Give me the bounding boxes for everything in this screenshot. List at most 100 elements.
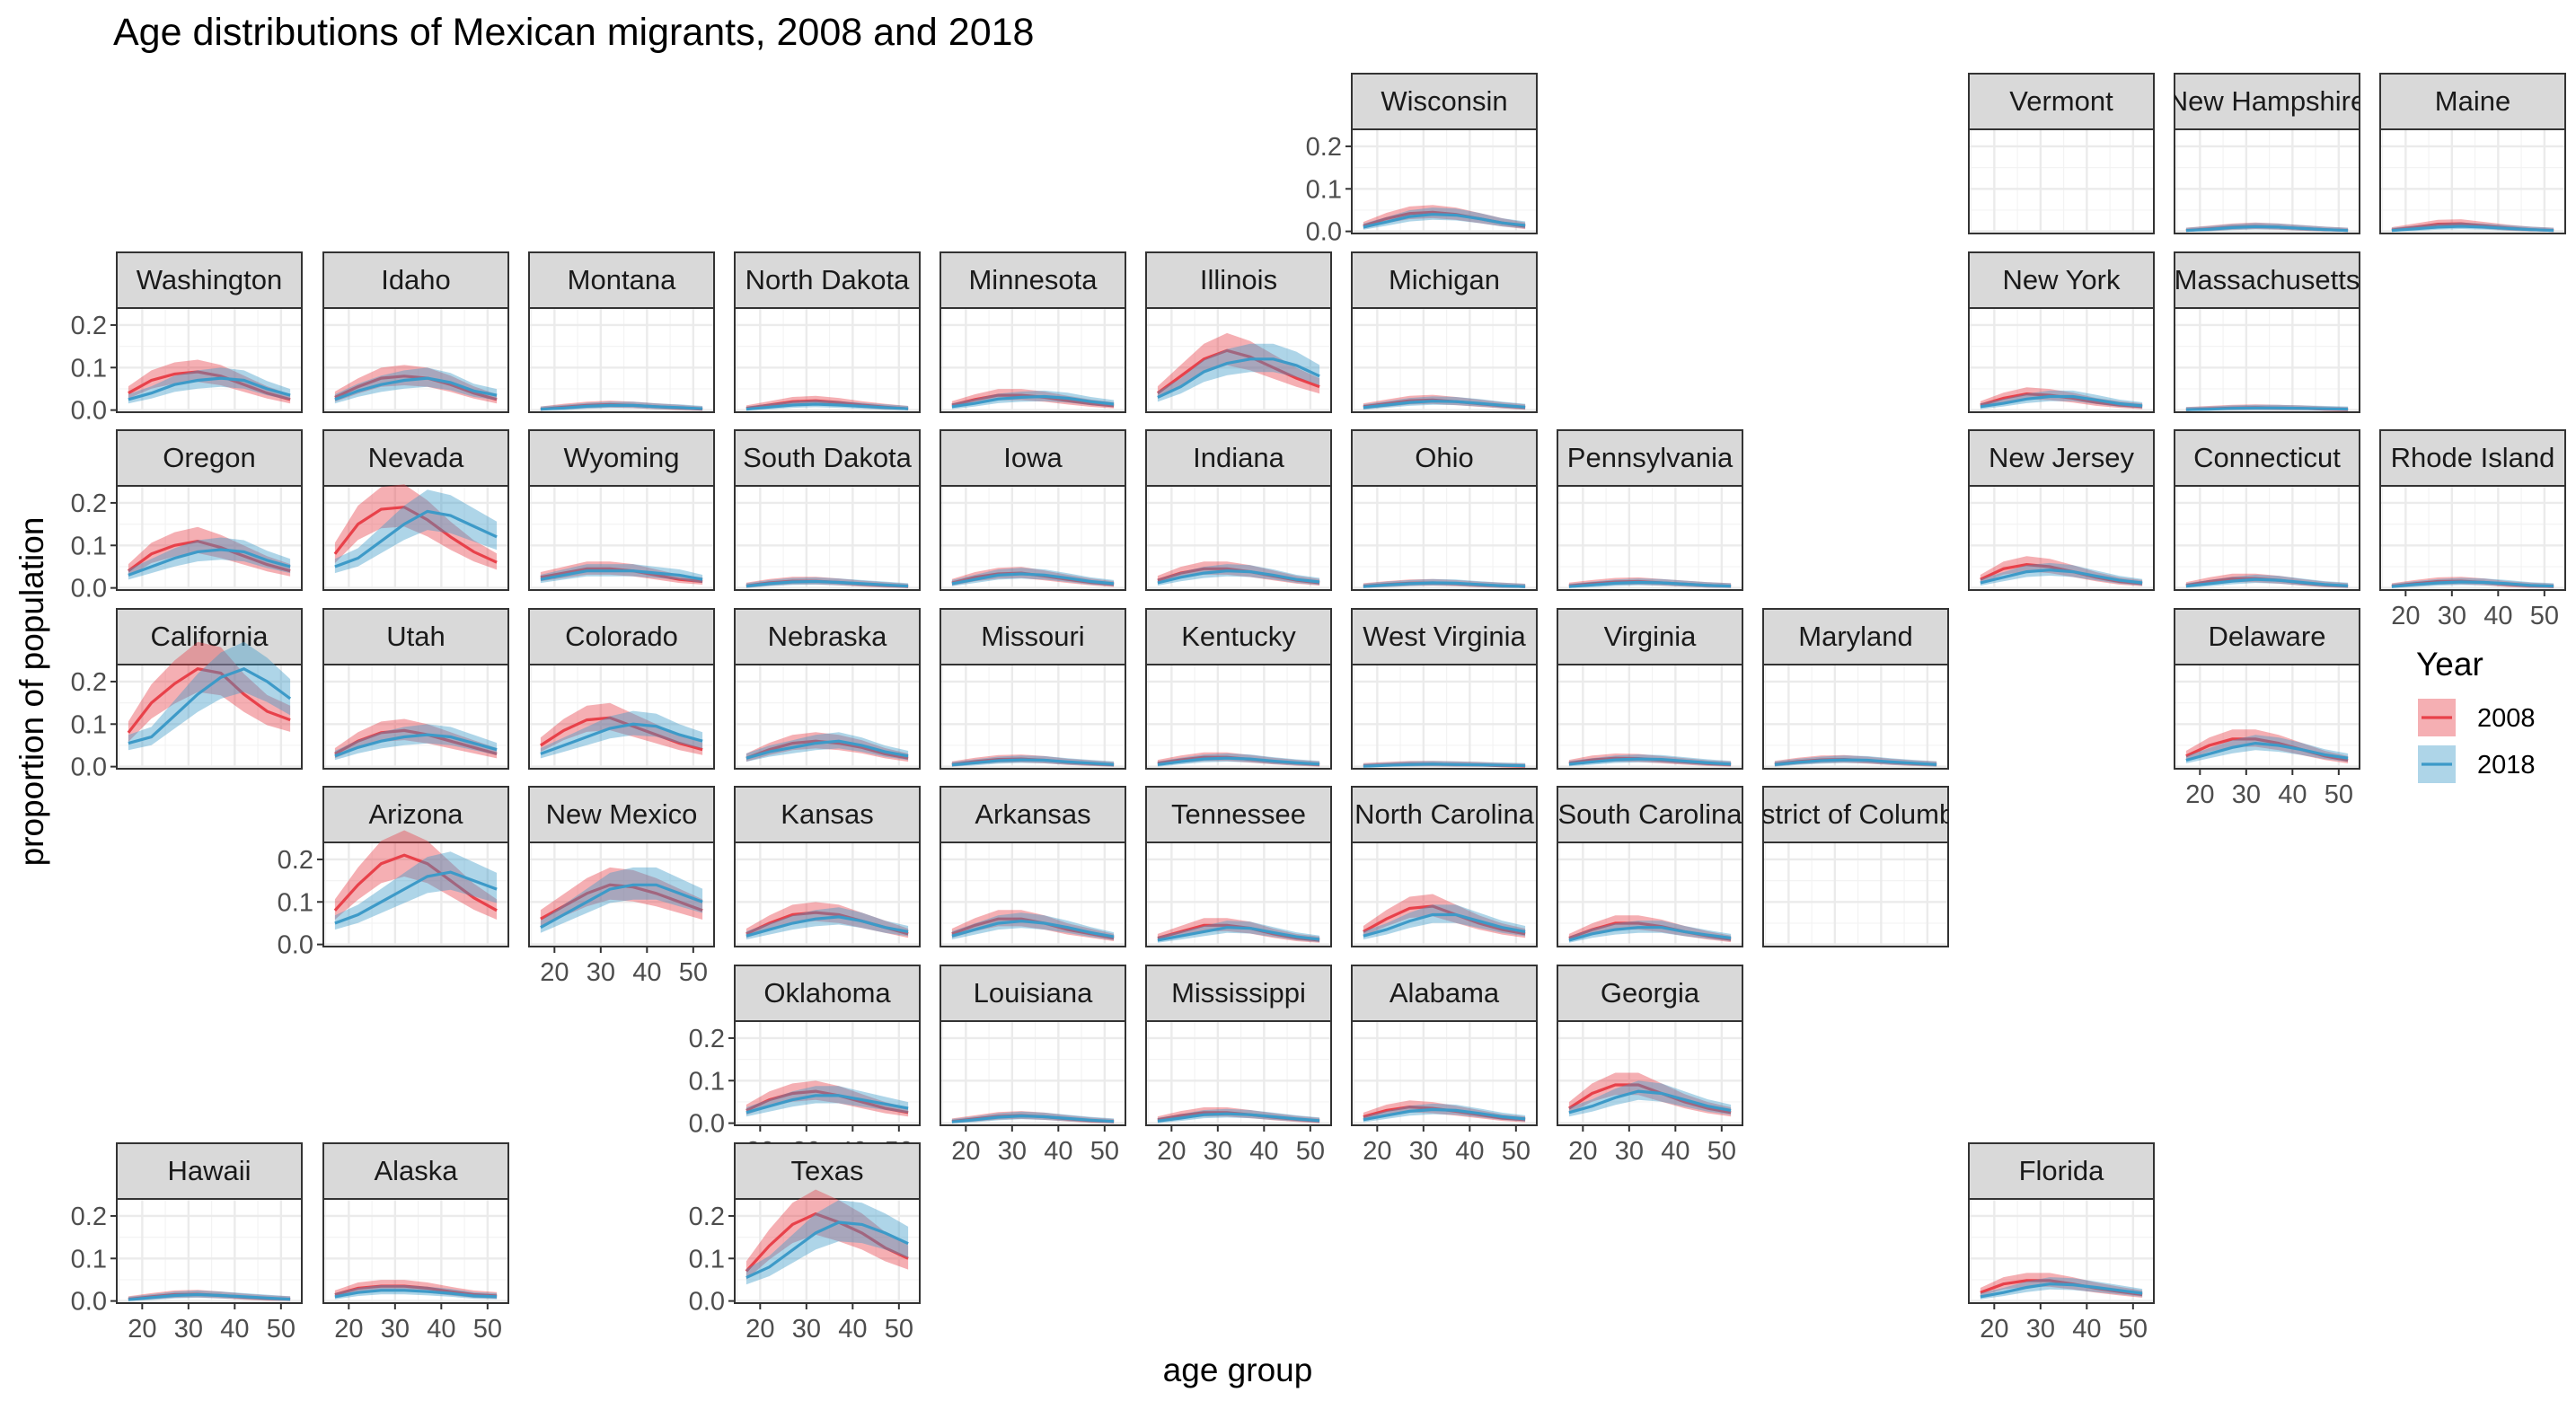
facet-strip bbox=[1762, 786, 1949, 843]
facet-strip bbox=[2379, 73, 2566, 130]
y-tick-label: 0.1 bbox=[71, 532, 107, 560]
facet-north-carolina: North Carolina bbox=[1351, 786, 1538, 947]
line-2018 bbox=[334, 376, 498, 401]
facet-label: District of Columbia bbox=[1735, 798, 1977, 830]
facet-wyoming: Wyoming bbox=[528, 429, 715, 591]
ribbon-2008 bbox=[540, 867, 703, 927]
facet-strip bbox=[1968, 251, 2155, 309]
panel-background bbox=[1351, 485, 1538, 591]
line-2018 bbox=[540, 569, 703, 581]
facet-virginia: Virginia bbox=[1557, 608, 1743, 770]
y-tick-label: 0.2 bbox=[71, 312, 107, 340]
panel-background bbox=[1968, 128, 2155, 234]
facet-strip bbox=[940, 608, 1126, 665]
panel-background bbox=[1762, 841, 1949, 947]
x-tick-label: 40 bbox=[838, 1315, 867, 1344]
y-tick-label: 0.2 bbox=[71, 489, 107, 518]
x-tick-label: 50 bbox=[267, 1315, 296, 1344]
facet-south-carolina: South Carolina bbox=[1557, 786, 1743, 947]
facet-washington: Washington 0.0 0.1 0.2 bbox=[71, 251, 303, 426]
facet-strip bbox=[116, 608, 303, 665]
line-2008 bbox=[127, 667, 291, 734]
facet-label: Oklahoma bbox=[763, 977, 891, 1009]
ribbon-2018 bbox=[951, 568, 1115, 586]
facet-vermont: Vermont bbox=[1968, 73, 2155, 234]
facet-label: Arizona bbox=[368, 798, 463, 830]
facet-label: New Hampshire bbox=[2168, 85, 2367, 117]
chart-title: Age distributions of Mexican migrants, 2… bbox=[113, 11, 1034, 54]
line-2018 bbox=[1157, 569, 1320, 585]
facet-kentucky: Kentucky bbox=[1145, 608, 1332, 770]
x-tick-label: 30 bbox=[1409, 1137, 1438, 1166]
x-tick-label: 30 bbox=[2438, 602, 2466, 630]
x-tick-label: 40 bbox=[1455, 1137, 1484, 1166]
facet-alaska: Alaska 20 30 40 50 bbox=[322, 1142, 509, 1344]
line-2018 bbox=[745, 1220, 909, 1280]
line-2018 bbox=[128, 376, 291, 401]
ribbon-2008 bbox=[1363, 205, 1526, 230]
line-2018 bbox=[1363, 912, 1526, 938]
ribbon-2018 bbox=[334, 367, 498, 404]
line-2008 bbox=[540, 716, 703, 752]
facet-new-york: New York bbox=[1968, 251, 2155, 413]
y-tick-label: 0.0 bbox=[71, 1288, 107, 1317]
y-tick-label: 0.2 bbox=[689, 1203, 725, 1231]
facet-label: New Mexico bbox=[546, 798, 698, 830]
y-tick-label: 0.0 bbox=[1306, 218, 1342, 247]
ribbon-2008 bbox=[128, 359, 291, 404]
ribbon-2008 bbox=[1157, 561, 1320, 586]
x-tick-label: 20 bbox=[128, 1315, 156, 1344]
facet-north-dakota: North Dakota bbox=[734, 251, 921, 413]
ribbon-2018 bbox=[1363, 1103, 1526, 1123]
ribbon-2008 bbox=[540, 561, 703, 585]
facet-label: Louisiana bbox=[974, 977, 1093, 1009]
line-2018 bbox=[745, 1094, 909, 1115]
ribbon-2018 bbox=[951, 912, 1115, 940]
facet-label: Oregon bbox=[163, 442, 255, 473]
ribbon-2008 bbox=[2185, 729, 2349, 763]
ribbon-2008 bbox=[951, 567, 1115, 587]
y-tick-label: 0.0 bbox=[689, 1288, 725, 1317]
facet-label: South Dakota bbox=[743, 442, 913, 473]
facet-rhode-island: Rhode Island 20 30 40 50 bbox=[2379, 429, 2566, 630]
facet-ohio: Ohio bbox=[1351, 429, 1538, 591]
panel-background bbox=[940, 664, 1126, 770]
facet-label: Ohio bbox=[1415, 442, 1473, 473]
ribbon-2018 bbox=[334, 489, 498, 574]
facet-strip bbox=[2379, 429, 2566, 487]
line-2018 bbox=[1980, 394, 2143, 409]
x-tick-label: 30 bbox=[1615, 1137, 1644, 1166]
x-tick-label: 50 bbox=[2530, 602, 2559, 630]
line-2018 bbox=[1157, 357, 1320, 399]
facet-strip bbox=[116, 251, 303, 309]
panel-background bbox=[2379, 485, 2566, 591]
facet-district-of-columbia: District of Columbia bbox=[1735, 786, 1977, 947]
y-tick-label: 0.0 bbox=[71, 753, 107, 782]
facet-kansas: Kansas bbox=[734, 786, 921, 947]
ribbon-2018 bbox=[334, 724, 498, 761]
facet-strip bbox=[528, 608, 715, 665]
line-2018 bbox=[1980, 1282, 2143, 1299]
line-2018 bbox=[128, 548, 291, 577]
facet-hawaii: Hawaii 0.0 0.1 0.2 20 30 40 50 bbox=[71, 1142, 303, 1344]
ribbon-2018 bbox=[745, 732, 909, 762]
facet-nebraska: Nebraska bbox=[734, 608, 921, 770]
ribbon-2008 bbox=[1568, 1072, 1732, 1117]
facet-massachusetts: Massachusetts bbox=[2174, 251, 2360, 413]
line-2018 bbox=[951, 758, 1115, 767]
x-tick-label: 30 bbox=[1204, 1137, 1232, 1166]
x-tick-label: 20 bbox=[745, 1315, 774, 1344]
facet-california: California 0.0 0.1 0.2 bbox=[71, 608, 303, 782]
facet-strip bbox=[322, 1142, 509, 1200]
ribbon-2008 bbox=[334, 484, 498, 570]
facet-label: Indiana bbox=[1193, 442, 1284, 473]
legend-label: 2008 bbox=[2477, 704, 2536, 733]
facet-strip bbox=[1351, 429, 1538, 487]
ribbon-2018 bbox=[951, 390, 1115, 410]
line-2018 bbox=[334, 509, 498, 568]
line-2018 bbox=[540, 403, 703, 411]
facet-strip bbox=[940, 786, 1126, 843]
facet-strip bbox=[528, 251, 715, 309]
ribbon-2008 bbox=[334, 718, 498, 759]
x-tick-label: 40 bbox=[220, 1315, 249, 1344]
